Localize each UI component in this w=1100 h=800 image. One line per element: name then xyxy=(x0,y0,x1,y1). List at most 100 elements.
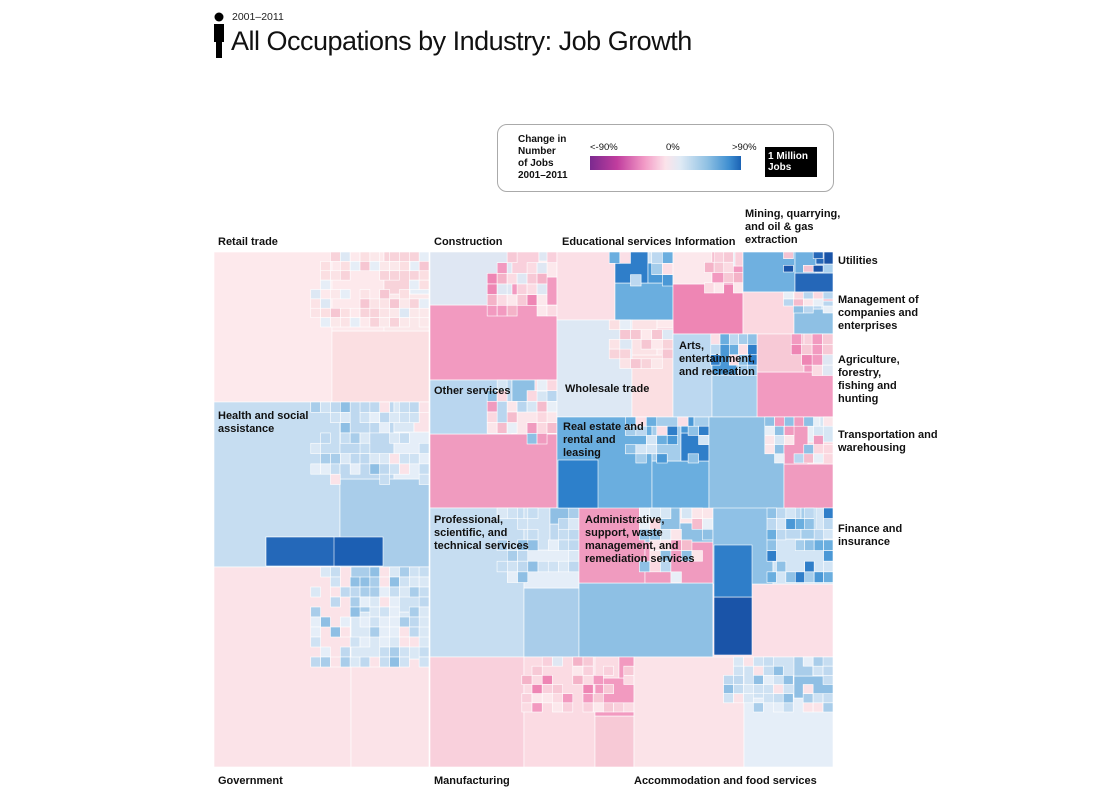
tile-government xyxy=(389,586,400,598)
tile-transportation-and-warehousing xyxy=(813,453,824,464)
tile-arts-entertainment-and-recreation xyxy=(711,374,758,418)
tile-administrative-support-waste-management-and-remediation-services xyxy=(660,560,672,573)
tile-real-estate-and-rental-and-leasing xyxy=(687,453,699,464)
tile-professional-scientific-and-technical-services xyxy=(558,560,570,573)
tile-wholesale-trade xyxy=(608,319,621,330)
tile-retail-trade xyxy=(399,289,410,300)
tile-other-services xyxy=(526,422,538,434)
tile-health-and-social-assistance xyxy=(389,412,400,423)
tile-utilities xyxy=(802,298,814,307)
tile-utilities xyxy=(822,305,834,314)
tile-mining-quarrying-and-oil-gas-extraction xyxy=(823,251,834,265)
tile-government xyxy=(399,586,410,598)
tile-accommodation-and-food-services xyxy=(763,693,774,704)
tile-wholesale-trade xyxy=(556,319,633,418)
tile-retail-trade xyxy=(359,251,371,262)
tile-government xyxy=(330,566,341,578)
tile-other-services xyxy=(526,401,538,413)
tile-health-and-social-assistance xyxy=(408,453,420,465)
tile-accommodation-and-food-services xyxy=(733,675,744,685)
tile-government xyxy=(369,576,381,588)
tile-manufacturing xyxy=(592,693,604,704)
tile-health-and-social-assistance xyxy=(340,422,351,434)
tile-government xyxy=(310,626,321,638)
tile-agriculture-forestry-fishing-and-hunting xyxy=(790,344,802,356)
tile-retail-trade xyxy=(379,289,390,300)
tile-wholesale-trade xyxy=(619,348,631,360)
tile-government xyxy=(310,656,321,668)
tile-agriculture-forestry-fishing-and-hunting xyxy=(822,333,834,345)
industry-label: Accommodation and food services xyxy=(634,775,817,787)
tile-accommodation-and-food-services xyxy=(822,675,834,685)
tile-real-estate-and-rental-and-leasing xyxy=(557,459,599,509)
tile-government xyxy=(389,626,400,638)
tile-health-and-social-assistance xyxy=(369,422,381,434)
tile-government xyxy=(340,586,351,598)
tile-accommodation-and-food-services xyxy=(763,665,774,676)
tile-wholesale-trade xyxy=(662,329,674,340)
tile-retail-trade xyxy=(379,270,390,281)
tile-information xyxy=(723,251,734,263)
tile-government xyxy=(389,616,400,628)
tile-other-services xyxy=(496,422,508,434)
tile-manufacturing xyxy=(582,656,594,667)
tile-information xyxy=(734,251,744,267)
tile-government xyxy=(359,596,371,608)
tile-mining-quarrying-and-oil-gas-extraction xyxy=(812,265,824,273)
industry-label: Real estate and rental and leasing xyxy=(563,421,644,459)
tile-accommodation-and-food-services xyxy=(812,665,824,676)
tile-administrative-support-waste-management-and-remediation-services xyxy=(578,582,714,658)
tile-government xyxy=(359,616,371,628)
legend-title-line: Number xyxy=(518,146,556,157)
tile-finance-and-insurance xyxy=(823,539,834,551)
tile-government xyxy=(320,656,331,668)
tile-mining-quarrying-and-oil-gas-extraction xyxy=(812,251,824,259)
tile-other-services xyxy=(536,401,548,413)
tile-government xyxy=(330,596,341,608)
tile-health-and-social-assistance xyxy=(399,432,410,444)
tile-government xyxy=(359,636,371,648)
tile-manufacturing xyxy=(582,665,594,676)
tile-retail-trade xyxy=(389,270,400,281)
tile-retail-trade xyxy=(340,317,351,328)
tile-government xyxy=(389,566,400,578)
tile-manufacturing xyxy=(552,702,563,713)
tile-finance-and-insurance xyxy=(794,539,806,551)
tile-accommodation-and-food-services xyxy=(723,684,734,694)
tile-health-and-social-assistance xyxy=(359,453,371,465)
tile-government xyxy=(340,646,351,658)
tile-health-and-social-assistance xyxy=(399,463,410,475)
tile-real-estate-and-rental-and-leasing xyxy=(656,425,668,436)
tile-construction xyxy=(516,294,528,306)
tile-accommodation-and-food-services xyxy=(782,675,794,685)
tile-government xyxy=(408,606,420,618)
tile-utilities xyxy=(802,305,814,314)
tile-manufacturing xyxy=(572,675,584,685)
legend: Change in Number of Jobs 2001–2011 <-90%… xyxy=(497,124,834,192)
tile-real-estate-and-rental-and-leasing xyxy=(645,444,658,455)
tile-retail-trade xyxy=(408,298,420,309)
tile-finance-and-insurance xyxy=(766,571,777,583)
tile-other-services xyxy=(506,401,518,413)
tile-retail-trade xyxy=(379,307,390,318)
tile-administrative-support-waste-management-and-remediation-services xyxy=(578,507,646,584)
tile-agriculture-forestry-fishing-and-hunting xyxy=(756,371,834,418)
tile-professional-scientific-and-technical-services xyxy=(547,560,559,573)
tile-accommodation-and-food-services xyxy=(822,656,834,667)
tile-manufacturing xyxy=(623,665,635,676)
tile-utilities xyxy=(812,298,824,307)
tile-real-estate-and-rental-and-leasing xyxy=(677,416,689,427)
tile-agriculture-forestry-fishing-and-hunting xyxy=(790,333,802,345)
tile-transportation-and-warehousing xyxy=(803,453,814,464)
tile-administrative-support-waste-management-and-remediation-services xyxy=(670,571,682,583)
tile-mining-quarrying-and-oil-gas-extraction xyxy=(783,265,794,273)
tile-retail-trade xyxy=(330,270,341,281)
tile-accommodation-and-food-services xyxy=(753,684,764,694)
tile-real-estate-and-rental-and-leasing xyxy=(698,425,710,436)
tile-construction xyxy=(526,273,538,285)
tile-construction xyxy=(506,305,518,317)
tile-real-estate-and-rental-and-leasing xyxy=(666,435,678,445)
tile-manufacturing xyxy=(594,715,635,768)
tile-government xyxy=(349,576,361,588)
legend-color-bar xyxy=(590,156,741,170)
